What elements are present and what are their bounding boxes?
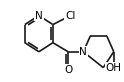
Text: OH: OH bbox=[106, 63, 122, 73]
Text: Cl: Cl bbox=[65, 10, 76, 20]
Text: N: N bbox=[79, 47, 87, 57]
Text: O: O bbox=[64, 65, 72, 75]
Text: N: N bbox=[35, 10, 43, 20]
